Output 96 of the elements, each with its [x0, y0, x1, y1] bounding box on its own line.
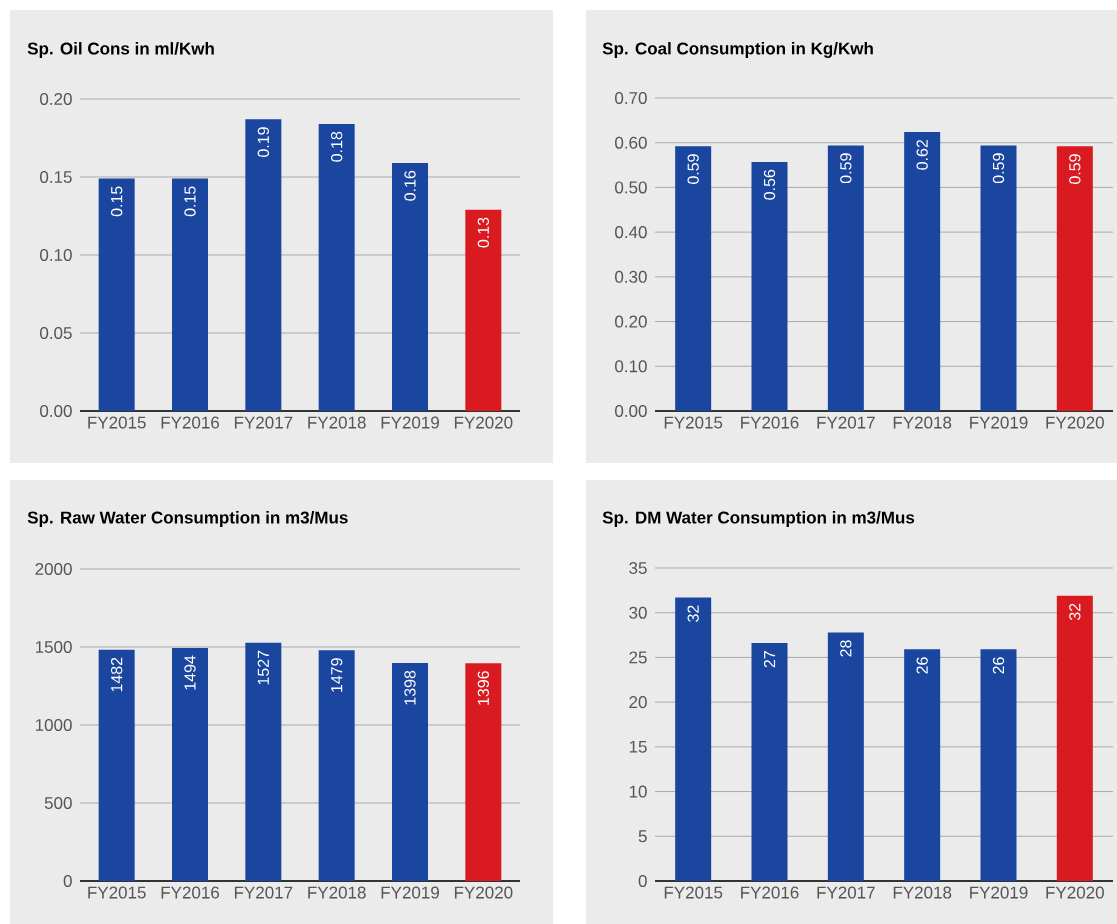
y-tick-label: 2000: [35, 562, 72, 576]
x-tick-label: FY2015: [88, 886, 146, 899]
data-label: 0.62: [916, 139, 928, 170]
data-label: 0.56: [763, 169, 776, 200]
y-tick-label: 20: [629, 696, 647, 709]
chart-title: Sp. Coal Consumption in Kg/Kwh: [602, 42, 873, 58]
y-tick-label: 0.00: [615, 404, 647, 418]
data-label: 28: [840, 640, 852, 657]
y-tick-label: 10: [629, 785, 647, 798]
y-tick-label: 0.00: [40, 404, 72, 418]
x-tick-label: FY2019: [970, 416, 1028, 429]
data-label: 0.59: [687, 154, 699, 184]
data-label: 1482: [111, 657, 123, 692]
bar: [172, 178, 208, 411]
bar: [318, 123, 355, 411]
data-label: 0.59: [840, 153, 852, 184]
bar: [751, 161, 788, 411]
data-label: 1527: [257, 650, 269, 685]
data-label: 0.59: [992, 153, 1005, 184]
y-tick-label: 0.70: [615, 91, 647, 105]
chart-title: Sp. Raw Water Consumption in m3/Mus: [27, 511, 348, 527]
bar: [904, 131, 941, 411]
bar: [904, 649, 941, 881]
y-tick-label: 1000: [35, 718, 72, 732]
x-tick-label: FY2017: [234, 416, 293, 429]
bar: [675, 597, 712, 881]
bar: [980, 649, 1017, 881]
y-tick-label: 0: [63, 874, 72, 888]
data-label: 0.13: [477, 217, 489, 248]
x-tick-label: FY2015: [664, 886, 723, 899]
y-tick-label: 0.15: [40, 170, 72, 184]
y-tick-label: 0.30: [615, 270, 647, 283]
x-tick-label: FY2016: [741, 886, 799, 899]
x-tick-label: FY2019: [970, 886, 1028, 899]
data-label: 32: [687, 605, 699, 622]
y-tick-label: 25: [629, 651, 647, 664]
data-label: 0.16: [404, 170, 416, 201]
y-tick-label: 5: [638, 830, 647, 843]
bar: [827, 145, 864, 411]
y-tick-label: 0.50: [615, 181, 647, 194]
bar: [675, 146, 712, 411]
x-tick-label: FY2020: [454, 416, 513, 429]
bar: [827, 632, 864, 881]
data-label: 26: [916, 657, 928, 674]
data-label: 0.18: [331, 131, 343, 162]
data-label: 0.59: [1069, 154, 1081, 184]
x-tick-label: FY2016: [161, 886, 220, 899]
x-tick-label: FY2018: [893, 416, 952, 429]
y-tick-label: 15: [629, 740, 647, 753]
x-tick-label: FY2017: [817, 416, 875, 429]
bar: [1056, 595, 1093, 881]
data-label: 0.19: [257, 127, 269, 157]
y-tick-label: 30: [629, 606, 647, 619]
x-tick-label: FY2020: [454, 886, 513, 899]
x-tick-label: FY2018: [308, 416, 366, 429]
data-label: 1494: [184, 655, 196, 690]
data-label: 0.15: [111, 186, 123, 217]
data-label: 1396: [477, 671, 489, 705]
data-label: 27: [763, 651, 776, 668]
y-tick-label: 1500: [35, 640, 72, 654]
x-tick-label: FY2018: [893, 886, 952, 899]
x-tick-label: FY2020: [1046, 886, 1104, 899]
data-label: 1479: [331, 658, 343, 692]
y-tick-label: 0.20: [40, 92, 72, 106]
x-tick-label: FY2017: [817, 886, 875, 899]
bar: [392, 162, 428, 411]
x-tick-label: FY2019: [381, 416, 439, 429]
y-tick-label: 0: [638, 874, 647, 888]
data-label: 26: [992, 657, 1005, 674]
bar: [751, 643, 788, 881]
x-tick-label: FY2018: [308, 886, 366, 899]
y-tick-label: 0.20: [615, 315, 647, 328]
x-tick-label: FY2016: [741, 416, 799, 429]
data-label: 32: [1069, 603, 1081, 621]
x-tick-label: FY2020: [1046, 416, 1104, 429]
bar: [98, 178, 135, 411]
y-tick-label: 0.40: [615, 226, 647, 239]
chart-title: Sp. Oil Cons in ml/Kwh: [27, 42, 214, 58]
bar: [465, 209, 502, 411]
data-label: 0.15: [184, 186, 196, 217]
x-tick-label: FY2016: [161, 416, 220, 429]
bar: [980, 145, 1017, 411]
y-tick-label: 500: [44, 796, 72, 810]
y-tick-label: 35: [629, 561, 647, 575]
x-tick-label: FY2019: [381, 886, 439, 899]
y-tick-label: 0.10: [40, 248, 72, 262]
data-label: 1398: [404, 670, 416, 705]
chart-title: Sp. DM Water Consumption in m3/Mus: [602, 511, 915, 527]
y-tick-label: 0.05: [40, 326, 72, 340]
bar: [245, 119, 282, 411]
y-tick-label: 0.10: [615, 360, 647, 373]
x-tick-label: FY2017: [234, 886, 293, 899]
y-tick-label: 0.60: [615, 136, 647, 149]
x-tick-label: FY2015: [664, 416, 723, 429]
bar: [1056, 146, 1093, 411]
x-tick-label: FY2015: [88, 416, 146, 429]
